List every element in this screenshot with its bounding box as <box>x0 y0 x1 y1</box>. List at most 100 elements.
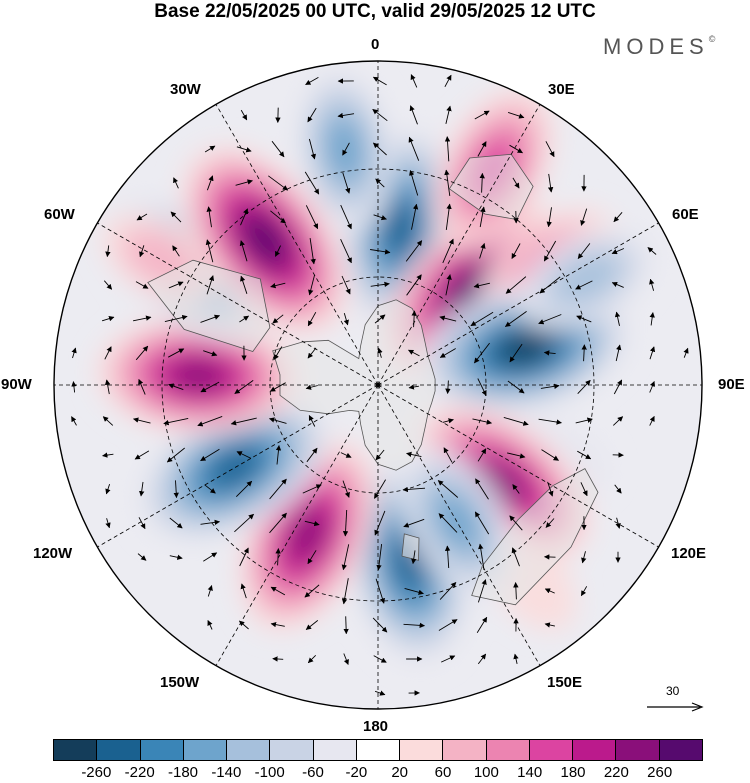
wind-vector-arrow <box>546 207 552 228</box>
vector-scale-label: 30 <box>666 684 680 698</box>
wind-vector-arrow <box>272 656 284 662</box>
wind-vector-arrow <box>649 312 655 326</box>
wind-vector-arrow <box>543 240 557 262</box>
wind-vector-arrow <box>479 242 486 259</box>
wind-vector-arrow <box>509 144 523 154</box>
wind-vector-arrow <box>305 77 319 85</box>
wind-vector-arrow <box>173 480 179 499</box>
anomaly-contour-fill <box>208 447 261 488</box>
wind-vector-arrow <box>342 480 350 498</box>
wind-vector-arrow <box>575 417 593 424</box>
wind-vector-arrow <box>342 172 351 194</box>
wind-vector-arrow <box>200 381 220 393</box>
wind-vector-arrow <box>304 171 320 195</box>
wind-vector-arrow <box>649 381 655 393</box>
wind-vector-arrow <box>581 344 587 362</box>
wind-vector-arrow <box>343 616 349 635</box>
wind-vector-arrow <box>197 415 223 427</box>
wind-vector-arrow <box>505 276 527 294</box>
wind-vector-arrow <box>611 248 625 255</box>
wind-vector-arrow <box>470 311 494 327</box>
wind-vector-arrow <box>308 415 316 427</box>
colorbar-tick-label: 260 <box>647 764 673 781</box>
negative-anomaly-center <box>517 227 656 331</box>
vector-scale-arrow <box>647 702 704 712</box>
wind-vector-arrow <box>71 381 77 393</box>
wind-vector-arrow <box>543 350 556 356</box>
wind-vector-arrow <box>545 518 555 528</box>
meridian-line <box>377 384 659 548</box>
latitude-circle <box>161 168 595 602</box>
wind-vector-arrow <box>580 208 588 226</box>
wind-vector-arrow <box>438 619 458 631</box>
wind-vector-arrow <box>173 177 179 189</box>
wind-vector-arrow <box>269 382 286 392</box>
wind-vector-arrow <box>376 544 383 571</box>
wind-vector-arrow <box>200 314 221 323</box>
wind-vector-arrow <box>302 484 322 494</box>
wind-vector-arrow <box>343 312 349 326</box>
wind-vector-arrow <box>337 112 355 119</box>
anomaly-contour-fill <box>245 218 285 262</box>
wind-vector-arrow <box>305 205 319 230</box>
wind-vector-arrow <box>539 276 561 294</box>
lon-label-150w: 150W <box>160 674 200 691</box>
wind-vector-arrow <box>411 203 419 230</box>
wind-vector-arrow <box>163 417 189 426</box>
wind-vector-arrow <box>240 583 247 599</box>
colorbar-swatch <box>616 740 660 760</box>
wind-vector-arrow <box>135 345 149 361</box>
wind-vector-arrow <box>507 111 525 119</box>
wind-vector-arrow <box>473 282 490 289</box>
wind-vector-arrow <box>614 484 622 494</box>
wind-vector-arrow <box>239 240 248 262</box>
wind-vector-arrow <box>649 415 655 426</box>
wind-vector-arrow <box>472 418 493 425</box>
colorbar-swatch <box>183 740 228 760</box>
wind-vector-arrow <box>305 384 318 390</box>
wind-vector-arrow <box>512 484 520 494</box>
wind-vector-arrow <box>507 380 525 394</box>
wind-vector-arrow <box>206 275 215 295</box>
wind-vector-arrow <box>307 347 317 359</box>
wind-vector-arrow <box>341 578 349 605</box>
wind-vector-arrow <box>230 417 257 426</box>
wind-vector-arrow <box>647 247 657 255</box>
wind-vector-arrow <box>402 486 426 493</box>
colorbar-tick-label: -260 <box>81 764 112 781</box>
new-zealand-coastline <box>401 533 420 561</box>
wind-vector-arrow <box>234 380 254 394</box>
wind-vector-arrow <box>270 586 286 596</box>
wind-vector-arrow <box>374 690 386 696</box>
wind-vector-arrow <box>235 480 253 498</box>
wind-vector-arrow <box>236 451 252 459</box>
wind-vector-arrow <box>545 141 555 158</box>
wind-vector-arrow <box>474 511 490 535</box>
wind-vector-arrow <box>509 343 523 363</box>
wind-vector-arrow <box>442 238 454 264</box>
colorbar-swatch <box>270 740 314 760</box>
lon-label-30w: 30W <box>170 81 201 98</box>
wind-vector-arrow <box>613 379 623 395</box>
wind-vector-arrow <box>445 105 452 125</box>
colorbar-tick-label: -140 <box>211 764 242 781</box>
lon-label-180: 180 <box>363 718 389 735</box>
wind-vector-arrow <box>238 620 249 630</box>
wind-vector-arrow <box>375 449 385 461</box>
wind-vector-arrow <box>239 315 250 323</box>
wind-vector-arrow <box>513 582 519 600</box>
wind-vector-arrow <box>478 543 485 570</box>
wind-vector-arrow <box>239 547 249 567</box>
wind-vector-arrow <box>340 452 352 458</box>
wind-vector-arrow <box>168 383 184 391</box>
wind-vector-arrow <box>374 314 386 324</box>
colorbar-tick-label: -20 <box>345 764 368 781</box>
wind-vector-arrow <box>614 311 621 326</box>
wind-vector-arrow <box>439 348 456 358</box>
wind-vector-arrow <box>340 204 352 230</box>
wind-vector-arrow <box>309 238 316 265</box>
wind-vector-arrow <box>133 315 152 322</box>
wind-vector-arrow <box>438 513 458 533</box>
colorbar-swatch <box>356 740 401 760</box>
wind-vector-arrow <box>205 239 214 263</box>
